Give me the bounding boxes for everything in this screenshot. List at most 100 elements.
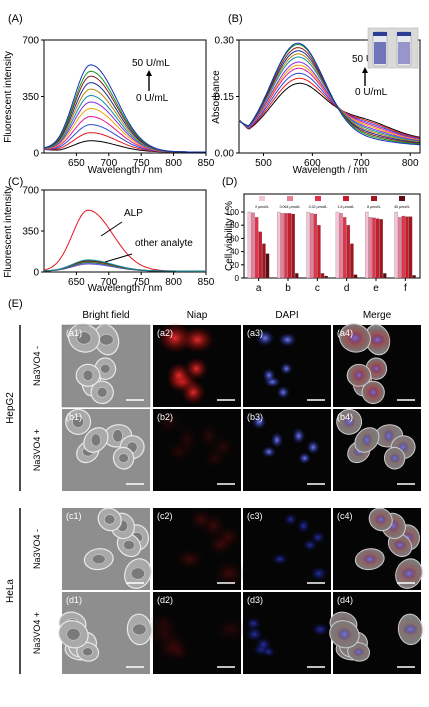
bar-a-0 bbox=[247, 211, 252, 279]
nucleus-merge-3-5 bbox=[336, 627, 352, 641]
nucleus-blue-0-3 bbox=[262, 368, 276, 383]
tile-label-1-3: (b4) bbox=[337, 412, 353, 422]
y-tick-label-d-5: 100 bbox=[226, 208, 240, 217]
x-tick-label-a-0: 650 bbox=[68, 158, 85, 169]
column-header-1: Niap bbox=[187, 310, 208, 321]
tile-label-3-3: (d4) bbox=[337, 595, 353, 605]
y-axis-label-c: Fluorescent intensity bbox=[3, 186, 14, 278]
legend-label-5: 40 μmol/L bbox=[394, 205, 410, 209]
legend-label-3: 1.6 μmol/L bbox=[338, 205, 355, 209]
x-tick-label-d-4: e bbox=[373, 283, 379, 294]
x-tick-label-b-3: 800 bbox=[402, 158, 419, 169]
legend-swatch-4 bbox=[371, 196, 377, 201]
nucleus-bright-0-0 bbox=[100, 363, 111, 374]
row-condition-3: Na3VO4 + bbox=[32, 612, 42, 654]
arrow-head-b bbox=[362, 67, 368, 73]
micrograph-tile-2-1: (c2) bbox=[153, 507, 246, 590]
bar-a-5 bbox=[265, 253, 270, 279]
nucleus-blue-1-0 bbox=[292, 427, 306, 445]
axis-ticks-c: 650 700 750 800 850 0 350 700 bbox=[22, 186, 214, 289]
y-tick-label-d-3: 60 bbox=[230, 234, 239, 243]
panel-label-c: (C) bbox=[8, 176, 23, 188]
nucleus-merge-0-0 bbox=[371, 363, 382, 374]
nucleus-merge-0-5 bbox=[367, 386, 379, 398]
annotation-other-c: other analyte bbox=[135, 238, 193, 249]
vial-photo-inset bbox=[367, 27, 419, 69]
micrograph-tile-1-1: (b2) bbox=[153, 408, 241, 491]
bar-f-1 bbox=[398, 217, 402, 279]
bars-d bbox=[247, 211, 416, 279]
spectrum-curve-a-11 bbox=[43, 64, 206, 153]
legend-swatch-1 bbox=[287, 196, 293, 201]
annotation-bottom-a: 0 U/mL bbox=[136, 93, 169, 104]
bar-c-5 bbox=[324, 275, 328, 279]
nucleus-bright-0-1 bbox=[99, 334, 114, 346]
bar-d-4 bbox=[350, 243, 354, 279]
cell-red-1-4 bbox=[202, 447, 227, 470]
bar-b-2 bbox=[284, 213, 288, 279]
x-tick-label-a-2: 750 bbox=[133, 158, 150, 169]
tile-label-3-0: (d1) bbox=[66, 595, 82, 605]
micrograph-tile-1-0: (b1) bbox=[62, 408, 150, 491]
legend-label-0: 0 μmol/L bbox=[255, 205, 269, 209]
spectrum-curve-a-10 bbox=[43, 70, 206, 153]
spectrum-curve-b-2 bbox=[238, 72, 420, 139]
tile-label-0-0: (a1) bbox=[66, 328, 82, 338]
nucleus-blue-0-4 bbox=[255, 329, 275, 347]
tile-label-2-3: (c4) bbox=[337, 511, 353, 521]
micrograph-tile-0-3: (a4) bbox=[333, 323, 421, 407]
nucleus-bright-1-5 bbox=[72, 415, 85, 428]
x-tick-label-d-2: c bbox=[315, 283, 320, 294]
nucleus-merge-3-4 bbox=[353, 647, 365, 657]
nucleus-bright-2-3 bbox=[130, 567, 145, 580]
x-tick-label-d-0: a bbox=[256, 283, 262, 294]
x-tick-label-d-5: f bbox=[404, 283, 407, 294]
y-tick-label-c-0: 0 bbox=[33, 268, 39, 279]
nucleus-merge-0-1 bbox=[369, 333, 386, 346]
bar-e-1 bbox=[368, 217, 373, 279]
curves-a bbox=[43, 64, 206, 153]
x-tick-label-b-2: 700 bbox=[353, 158, 370, 169]
legend-swatch-3 bbox=[343, 196, 349, 201]
nucleus-merge-1-4 bbox=[389, 453, 401, 464]
nucleus-merge-3-1 bbox=[402, 623, 418, 636]
nucleus-bright-2-4 bbox=[104, 514, 116, 525]
column-headers: Bright field Niap DAPI Merge bbox=[82, 310, 391, 321]
column-header-0: Bright field bbox=[82, 310, 129, 321]
bar-d-2 bbox=[343, 217, 347, 279]
bar-b-1 bbox=[280, 213, 285, 279]
cell-red-2-3 bbox=[212, 559, 246, 588]
y-tick-label-d-0: 0 bbox=[235, 274, 240, 283]
column-header-3: Merge bbox=[363, 310, 392, 321]
nucleus-bright-1-2 bbox=[90, 433, 101, 447]
cell-red-2-4 bbox=[187, 507, 214, 532]
tile-label-0-1: (a2) bbox=[157, 328, 173, 338]
panel-d: (D) 0 μmol/L 0.064 μmol/L 0.32 μmol/L 1.6 μ… bbox=[222, 176, 421, 294]
group-label-0: HepG2 bbox=[5, 392, 16, 424]
annotation-top-a: 50 U/mL bbox=[132, 58, 170, 69]
curves-b bbox=[238, 42, 420, 146]
legend-label-1: 0.064 μmol/L bbox=[280, 205, 301, 209]
axis-ticks-b: 500 600 700 800 0.00 0.15 0.30 bbox=[215, 36, 419, 170]
column-header-2: DAPI bbox=[275, 310, 298, 321]
nucleus-merge-0-3 bbox=[353, 369, 365, 382]
nucleus-merge-1-2 bbox=[361, 433, 373, 447]
y-axis-label-b: Absorbance bbox=[211, 70, 222, 124]
nucleus-blue-0-5 bbox=[276, 385, 290, 399]
cell-red-0-5 bbox=[180, 380, 206, 405]
spectrum-curve-b-5 bbox=[238, 61, 420, 142]
bar-c-3 bbox=[317, 225, 321, 279]
bar-a-3 bbox=[258, 231, 263, 279]
bar-d-5 bbox=[353, 274, 358, 279]
tile-label-3-2: (d3) bbox=[247, 595, 263, 605]
axis-ticks-a: 650 700 750 800 850 0 350 700 bbox=[22, 36, 214, 170]
nucleus-blue-3-1 bbox=[311, 622, 330, 637]
nucleus-bright-3-5 bbox=[66, 627, 81, 641]
row-labels: HepG2 HeLa Na3VO4 - Na3VO4 + Na3VO4 - Na3VO4 … bbox=[5, 325, 42, 674]
bar-f-4 bbox=[408, 216, 413, 279]
x-tick-label-a-4: 850 bbox=[198, 158, 215, 169]
x-tick-label-d-1: b bbox=[285, 283, 291, 294]
nucleus-merge-2-1 bbox=[393, 539, 407, 551]
bar-e-5 bbox=[383, 273, 387, 279]
